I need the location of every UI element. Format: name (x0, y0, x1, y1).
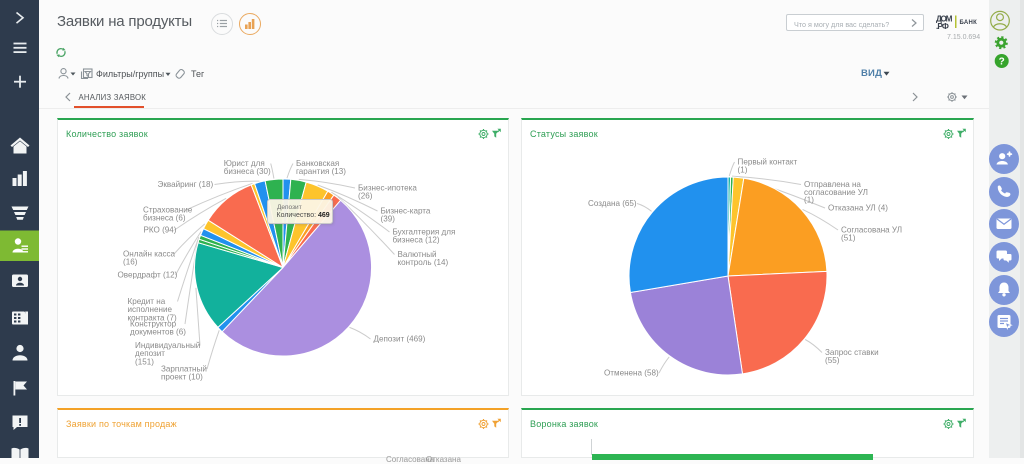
svg-text:ДОМ: ДОМ (936, 15, 953, 24)
svg-text:Бухгалтерия для: Бухгалтерия для (393, 228, 456, 237)
svg-text:гарантия (13): гарантия (13) (296, 167, 346, 176)
svg-text:бизнеса (30): бизнеса (30) (224, 167, 271, 176)
svg-text:документов (6): документов (6) (130, 328, 186, 337)
svg-text:Бизнес-карта: Бизнес-карта (381, 207, 431, 216)
svg-text:.РФ: .РФ (936, 22, 949, 30)
svg-text:(1): (1) (738, 166, 748, 175)
svg-text:Зарплатный: Зарплатный (161, 365, 207, 374)
svg-text:Онлайн касса: Онлайн касса (123, 250, 176, 259)
svg-text:Эквайринг (18): Эквайринг (18) (158, 180, 214, 189)
svg-text:Банковская: Банковская (296, 159, 339, 168)
svg-text:Конструктор: Конструктор (130, 320, 177, 329)
svg-text:(26): (26) (358, 192, 373, 201)
svg-text:Индивидуальный: Индивидуальный (135, 341, 200, 350)
svg-text:согласование УЛ: согласование УЛ (804, 188, 868, 197)
svg-text:Бизнес-ипотека: Бизнес-ипотека (358, 184, 417, 193)
svg-text:Запрос ставки: Запрос ставки (825, 348, 879, 357)
svg-text:Создана (65): Создана (65) (588, 199, 637, 208)
svg-text:Согласована УЛ: Согласована УЛ (841, 226, 902, 235)
svg-text:Отказана УЛ (4): Отказана УЛ (4) (828, 204, 888, 213)
svg-text:Валютный: Валютный (398, 250, 437, 259)
svg-text:Кредит на: Кредит на (128, 297, 166, 306)
svg-text:Отправлена на: Отправлена на (804, 180, 861, 189)
svg-text:(51): (51) (841, 234, 856, 243)
svg-text:депозит: депозит (135, 349, 165, 358)
svg-text:(16): (16) (123, 258, 138, 267)
svg-text:Овердрафт (12): Овердрафт (12) (118, 271, 178, 280)
svg-text:БАНК: БАНК (960, 20, 978, 26)
svg-text:(1): (1) (804, 196, 814, 205)
svg-text:Отменена (58): Отменена (58) (604, 369, 659, 378)
svg-text:бизнеса (12): бизнеса (12) (393, 236, 440, 245)
svg-text:(39): (39) (381, 215, 396, 224)
svg-text:(55): (55) (825, 356, 840, 365)
svg-text:исполнение: исполнение (128, 305, 173, 314)
svg-text:?: ? (999, 57, 1005, 68)
svg-text:Депозит (469): Депозит (469) (374, 335, 426, 344)
svg-text:бизнеса (6): бизнеса (6) (143, 214, 186, 223)
svg-text:РКО (94): РКО (94) (144, 226, 177, 235)
svg-text:Страхование: Страхование (143, 206, 193, 215)
svg-text:контроль (14): контроль (14) (398, 258, 449, 267)
svg-text:контракта (7): контракта (7) (128, 314, 178, 323)
svg-text:проект (10): проект (10) (161, 373, 203, 382)
svg-text:(151): (151) (135, 358, 154, 367)
svg-text:Первый контакт: Первый контакт (738, 158, 798, 167)
svg-text:Юрист для: Юрист для (224, 159, 265, 168)
